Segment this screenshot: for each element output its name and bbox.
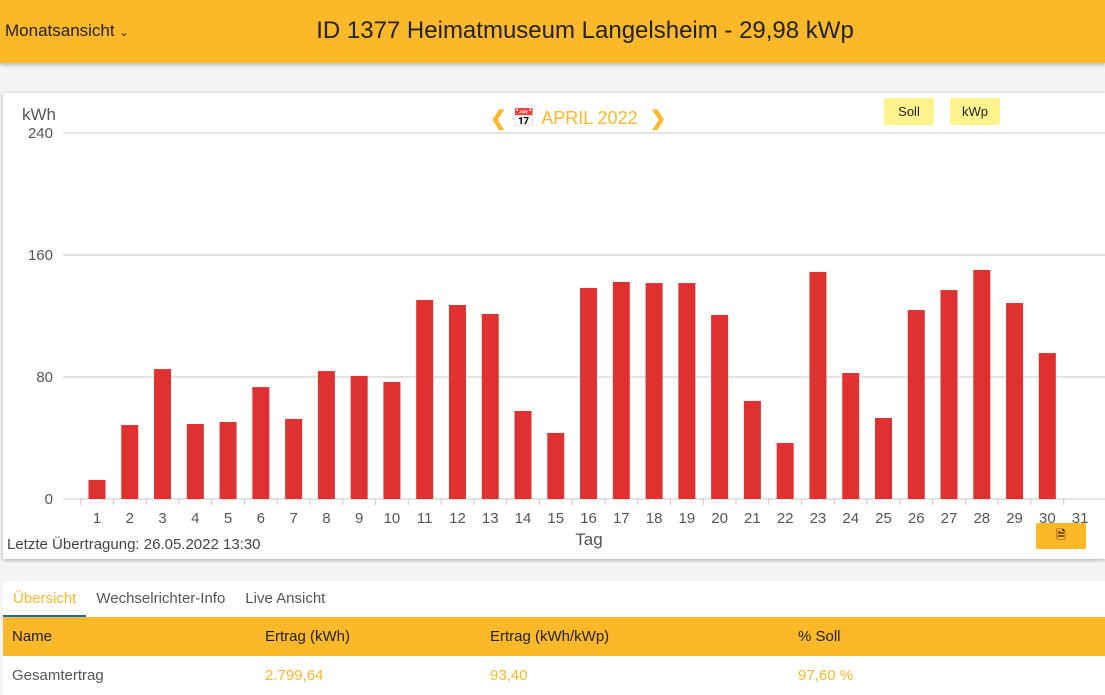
overview-panel: Übersicht Wechselrichter-Info Live Ansic… (3, 582, 1105, 695)
kwp-button[interactable]: kWp (950, 98, 1000, 125)
x-axis-label: Tag (575, 530, 602, 549)
y-axis-label: kWh (22, 105, 56, 124)
header: Monatsansicht ⌄ ID 1377 Heimatmuseum Lan… (0, 0, 1105, 63)
bar-day-10 (383, 382, 401, 499)
col-name: Name (12, 628, 53, 645)
x-tick-label: 9 (355, 510, 363, 527)
month-label[interactable]: APRIL 2022 (541, 108, 638, 128)
x-tick-label: 11 (417, 510, 433, 527)
y-tick-label: 160 (28, 247, 53, 264)
bar-day-4 (186, 423, 204, 499)
bar-day-15 (547, 432, 565, 499)
x-tick-label: 16 (580, 510, 597, 527)
bar-day-12 (448, 305, 466, 499)
x-tick-label: 31 (1072, 510, 1089, 527)
last-transfer: Letzte Übertragung: 26.05.2022 13:30 (7, 536, 261, 553)
x-tick-label: 28 (973, 510, 990, 527)
bar-day-20 (711, 314, 729, 499)
soll-button[interactable]: Soll (884, 98, 934, 125)
x-tick-label: 10 (384, 510, 401, 527)
chart-card: 0 80 160 240 kWh 1 2 3 4 5 6 7 8 9 10 11 12 13 14 15 16 17 18 1… (3, 93, 1105, 559)
chevron-right-icon[interactable]: ❯ (649, 108, 667, 130)
x-tick-label: 7 (289, 510, 297, 527)
bar-day-21 (743, 400, 761, 499)
bar-day-28 (973, 269, 991, 499)
x-tick-label: 24 (842, 510, 859, 527)
bar-day-9 (350, 375, 368, 499)
col-yield: Ertrag (kWh) (265, 628, 351, 645)
y-tick-label: 80 (36, 369, 53, 386)
bar-day-3 (154, 369, 172, 499)
view-select-label: Monatsansicht (5, 21, 115, 40)
x-tick-label: 3 (158, 510, 166, 527)
x-tick-label: 20 (711, 510, 728, 527)
chevron-left-icon[interactable]: ❮ (490, 108, 507, 130)
bar-day-26 (907, 310, 925, 499)
col-soll: % Soll (798, 628, 841, 645)
bar-day-17 (612, 281, 630, 499)
x-tick-label: 6 (257, 510, 265, 527)
bar-day-19 (678, 283, 696, 499)
x-tick-label: 17 (613, 510, 630, 527)
x-tick-label: 1 (93, 510, 101, 527)
x-tick-label: 13 (482, 510, 499, 527)
x-tick-label: 14 (515, 510, 532, 527)
x-tick-label: 15 (547, 510, 564, 527)
cell-yield-kwp: 93,40 (490, 667, 528, 684)
x-tick-label: 22 (777, 510, 794, 527)
bar-day-30 (1038, 353, 1056, 499)
bar-day-18 (645, 283, 663, 499)
bar-day-25 (874, 418, 892, 499)
x-tick-label: 27 (941, 510, 958, 527)
x-tick-label: 30 (1039, 510, 1056, 527)
cell-name: Gesamtertrag (12, 667, 104, 684)
table-row: Gesamtertrag 2.799,64 93,40 97,60 % (3, 656, 1105, 695)
col-yield-kwp: Ertrag (kWh/kWp) (490, 628, 610, 645)
bar-day-29 (1006, 303, 1024, 499)
x-tick-label: 21 (744, 510, 761, 527)
bar-day-24 (842, 373, 860, 499)
view-select[interactable]: Monatsansicht ⌄ (5, 21, 129, 41)
tab-overview[interactable]: Übersicht (3, 582, 87, 617)
x-tick-label: 2 (126, 510, 134, 527)
page-title: ID 1377 Heimatmuseum Langelsheim - 29,98… (316, 17, 854, 44)
tab-inverter-info[interactable]: Wechselrichter-Info (96, 590, 226, 607)
x-tick-label: 29 (1006, 510, 1023, 527)
bar-day-14 (514, 411, 532, 499)
cell-yield: 2.799,64 (265, 667, 324, 684)
cell-soll: 97,60 % (798, 667, 854, 684)
tab-bar: Übersicht Wechselrichter-Info Live Ansic… (3, 582, 1105, 617)
bar-day-23 (809, 271, 827, 499)
bar-day-5 (219, 421, 237, 499)
table-header: Name Ertrag (kWh) Ertrag (kWh/kWp) % Sol… (3, 617, 1105, 656)
bar-day-1 (88, 479, 106, 499)
bar-day-16 (580, 287, 598, 499)
tab-live-view[interactable]: Live Ansicht (245, 590, 326, 607)
chevron-down-icon: ⌄ (119, 27, 129, 39)
x-tick-label: 8 (322, 510, 330, 527)
x-tick-label: 4 (191, 510, 199, 527)
bar-day-8 (317, 371, 335, 499)
pdf-export-button[interactable]: 🗎 (1036, 523, 1086, 549)
bar-day-6 (252, 387, 270, 499)
x-tick-label: 25 (875, 510, 892, 527)
y-tick-label: 240 (28, 125, 53, 142)
x-tick-label: 18 (646, 510, 663, 527)
bar-day-7 (285, 418, 303, 499)
x-tick-label: 19 (679, 510, 696, 527)
calendar-icon: 📅 (512, 108, 536, 128)
month-nav: ❮ 📅 APRIL 2022 ❯ (490, 106, 666, 131)
x-tick-label: 26 (908, 510, 925, 527)
bar-day-22 (776, 443, 794, 499)
y-tick-label: 0 (45, 491, 53, 508)
bar-day-11 (416, 299, 434, 499)
x-tick-label: 5 (224, 510, 232, 527)
x-tick-label: 23 (810, 510, 827, 527)
x-tick-label: 12 (449, 510, 466, 527)
bar-day-2 (121, 425, 139, 499)
bar-day-13 (481, 314, 499, 499)
pdf-file-icon: 🗎 (1056, 527, 1066, 542)
bar-day-27 (940, 290, 958, 499)
